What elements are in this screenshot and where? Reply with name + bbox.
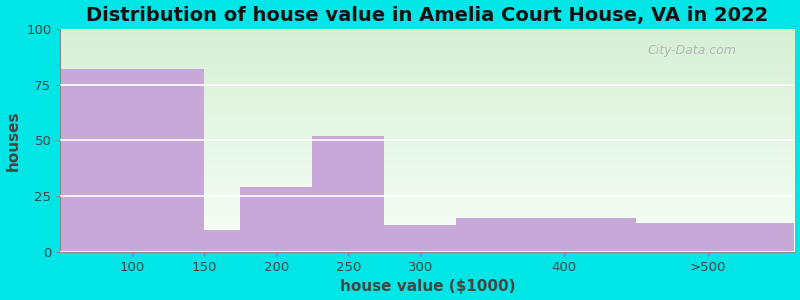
Text: City-Data.com: City-Data.com bbox=[648, 44, 737, 58]
Bar bbox=[240, 187, 312, 252]
Bar bbox=[636, 223, 794, 252]
Bar bbox=[384, 225, 456, 252]
Bar bbox=[60, 69, 204, 252]
Y-axis label: houses: houses bbox=[6, 110, 21, 171]
Bar bbox=[204, 230, 240, 252]
Title: Distribution of house value in Amelia Court House, VA in 2022: Distribution of house value in Amelia Co… bbox=[86, 6, 769, 25]
Bar bbox=[312, 136, 384, 252]
Bar bbox=[456, 218, 636, 252]
X-axis label: house value ($1000): house value ($1000) bbox=[340, 279, 515, 294]
